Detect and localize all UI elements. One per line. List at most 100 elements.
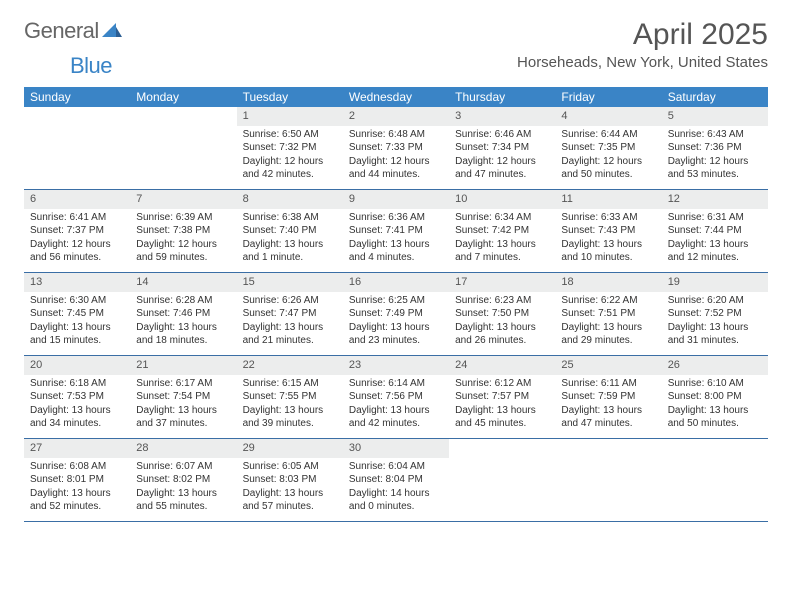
day-cell: 28Sunrise: 6:07 AMSunset: 8:02 PMDayligh…	[130, 439, 236, 521]
daylight-line: Daylight: 13 hours and 4 minutes.	[349, 238, 443, 265]
day-cell: 26Sunrise: 6:10 AMSunset: 8:00 PMDayligh…	[662, 356, 768, 438]
day-number: 10	[449, 190, 555, 209]
day-number: 19	[662, 273, 768, 292]
daylight-line: Daylight: 12 hours and 59 minutes.	[136, 238, 230, 265]
day-cell: 22Sunrise: 6:15 AMSunset: 7:55 PMDayligh…	[237, 356, 343, 438]
day-body: Sunrise: 6:43 AMSunset: 7:36 PMDaylight:…	[662, 126, 768, 186]
day-cell: 12Sunrise: 6:31 AMSunset: 7:44 PMDayligh…	[662, 190, 768, 272]
daylight-line: Daylight: 14 hours and 0 minutes.	[349, 487, 443, 514]
day-number: 28	[130, 439, 236, 458]
day-number: 22	[237, 356, 343, 375]
week-row: 6Sunrise: 6:41 AMSunset: 7:37 PMDaylight…	[24, 190, 768, 273]
day-cell	[449, 439, 555, 521]
sunrise-line: Sunrise: 6:20 AM	[668, 294, 762, 308]
day-number: 24	[449, 356, 555, 375]
brand-part1: General	[24, 18, 99, 44]
day-body: Sunrise: 6:26 AMSunset: 7:47 PMDaylight:…	[237, 292, 343, 352]
sunrise-line: Sunrise: 6:30 AM	[30, 294, 124, 308]
day-body: Sunrise: 6:44 AMSunset: 7:35 PMDaylight:…	[555, 126, 661, 186]
day-cell	[662, 439, 768, 521]
sunset-line: Sunset: 7:51 PM	[561, 307, 655, 321]
day-cell: 29Sunrise: 6:05 AMSunset: 8:03 PMDayligh…	[237, 439, 343, 521]
daylight-line: Daylight: 13 hours and 55 minutes.	[136, 487, 230, 514]
sunset-line: Sunset: 7:59 PM	[561, 390, 655, 404]
day-number: 21	[130, 356, 236, 375]
daylight-line: Daylight: 13 hours and 12 minutes.	[668, 238, 762, 265]
day-number: 26	[662, 356, 768, 375]
day-cell: 17Sunrise: 6:23 AMSunset: 7:50 PMDayligh…	[449, 273, 555, 355]
daylight-line: Daylight: 12 hours and 44 minutes.	[349, 155, 443, 182]
day-number: 9	[343, 190, 449, 209]
daylight-line: Daylight: 13 hours and 50 minutes.	[668, 404, 762, 431]
day-cell: 9 Sunrise: 6:36 AMSunset: 7:41 PMDaylight…	[343, 190, 449, 272]
daylight-line: Daylight: 13 hours and 29 minutes.	[561, 321, 655, 348]
daylight-line: Daylight: 13 hours and 39 minutes.	[243, 404, 337, 431]
day-header: Sunday	[24, 87, 130, 107]
day-body: Sunrise: 6:23 AMSunset: 7:50 PMDaylight:…	[449, 292, 555, 352]
brand-logo: General	[24, 18, 122, 44]
day-number: 23	[343, 356, 449, 375]
day-cell: 14Sunrise: 6:28 AMSunset: 7:46 PMDayligh…	[130, 273, 236, 355]
sunset-line: Sunset: 7:38 PM	[136, 224, 230, 238]
day-body: Sunrise: 6:31 AMSunset: 7:44 PMDaylight:…	[662, 209, 768, 269]
sunset-line: Sunset: 7:42 PM	[455, 224, 549, 238]
day-cell: 18Sunrise: 6:22 AMSunset: 7:51 PMDayligh…	[555, 273, 661, 355]
sunrise-line: Sunrise: 6:48 AM	[349, 128, 443, 142]
sunrise-line: Sunrise: 6:04 AM	[349, 460, 443, 474]
sunrise-line: Sunrise: 6:31 AM	[668, 211, 762, 225]
sunset-line: Sunset: 8:01 PM	[30, 473, 124, 487]
sunrise-line: Sunrise: 6:28 AM	[136, 294, 230, 308]
day-cell: 30Sunrise: 6:04 AMSunset: 8:04 PMDayligh…	[343, 439, 449, 521]
daylight-line: Daylight: 12 hours and 50 minutes.	[561, 155, 655, 182]
day-cell: 20Sunrise: 6:18 AMSunset: 7:53 PMDayligh…	[24, 356, 130, 438]
day-header: Monday	[130, 87, 236, 107]
day-number: 6	[24, 190, 130, 209]
day-number: 29	[237, 439, 343, 458]
sunset-line: Sunset: 7:57 PM	[455, 390, 549, 404]
daylight-line: Daylight: 13 hours and 42 minutes.	[349, 404, 443, 431]
month-title: April 2025	[517, 18, 768, 52]
week-row: 13Sunrise: 6:30 AMSunset: 7:45 PMDayligh…	[24, 273, 768, 356]
day-body: Sunrise: 6:15 AMSunset: 7:55 PMDaylight:…	[237, 375, 343, 435]
sunset-line: Sunset: 7:53 PM	[30, 390, 124, 404]
sunset-line: Sunset: 7:40 PM	[243, 224, 337, 238]
sunset-line: Sunset: 7:45 PM	[30, 307, 124, 321]
day-body: Sunrise: 6:33 AMSunset: 7:43 PMDaylight:…	[555, 209, 661, 269]
sunrise-line: Sunrise: 6:15 AM	[243, 377, 337, 391]
sunset-line: Sunset: 7:49 PM	[349, 307, 443, 321]
day-number: 16	[343, 273, 449, 292]
week-row: 1Sunrise: 6:50 AMSunset: 7:32 PMDaylight…	[24, 107, 768, 190]
day-number: 17	[449, 273, 555, 292]
day-body: Sunrise: 6:20 AMSunset: 7:52 PMDaylight:…	[662, 292, 768, 352]
day-body: Sunrise: 6:41 AMSunset: 7:37 PMDaylight:…	[24, 209, 130, 269]
sunset-line: Sunset: 7:46 PM	[136, 307, 230, 321]
day-number: 2	[343, 107, 449, 126]
sunset-line: Sunset: 7:55 PM	[243, 390, 337, 404]
day-body: Sunrise: 6:50 AMSunset: 7:32 PMDaylight:…	[237, 126, 343, 186]
day-number: 30	[343, 439, 449, 458]
sunset-line: Sunset: 7:52 PM	[668, 307, 762, 321]
day-cell: 8Sunrise: 6:38 AMSunset: 7:40 PMDaylight…	[237, 190, 343, 272]
day-body: Sunrise: 6:34 AMSunset: 7:42 PMDaylight:…	[449, 209, 555, 269]
day-body: Sunrise: 6:05 AMSunset: 8:03 PMDaylight:…	[237, 458, 343, 518]
sunrise-line: Sunrise: 6:36 AM	[349, 211, 443, 225]
sunrise-line: Sunrise: 6:23 AM	[455, 294, 549, 308]
day-cell	[130, 107, 236, 189]
sunrise-line: Sunrise: 6:44 AM	[561, 128, 655, 142]
day-cell: 7Sunrise: 6:39 AMSunset: 7:38 PMDaylight…	[130, 190, 236, 272]
day-body: Sunrise: 6:48 AMSunset: 7:33 PMDaylight:…	[343, 126, 449, 186]
sunrise-line: Sunrise: 6:11 AM	[561, 377, 655, 391]
day-cell	[555, 439, 661, 521]
sunrise-line: Sunrise: 6:05 AM	[243, 460, 337, 474]
daylight-line: Daylight: 12 hours and 53 minutes.	[668, 155, 762, 182]
sunrise-line: Sunrise: 6:39 AM	[136, 211, 230, 225]
day-body: Sunrise: 6:04 AMSunset: 8:04 PMDaylight:…	[343, 458, 449, 518]
sunrise-line: Sunrise: 6:50 AM	[243, 128, 337, 142]
brand-mark-icon	[102, 17, 122, 43]
day-number: 5	[662, 107, 768, 126]
day-header-row: Sunday Monday Tuesday Wednesday Thursday…	[24, 87, 768, 107]
day-header: Saturday	[662, 87, 768, 107]
daylight-line: Daylight: 13 hours and 10 minutes.	[561, 238, 655, 265]
sunset-line: Sunset: 7:41 PM	[349, 224, 443, 238]
title-block: April 2025 Horseheads, New York, United …	[517, 18, 768, 71]
